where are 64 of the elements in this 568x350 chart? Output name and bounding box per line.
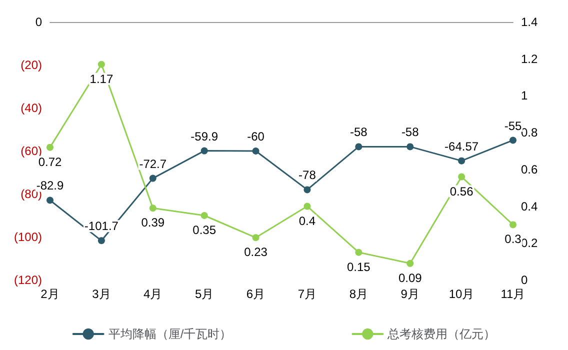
x-tick-label: 6月 [246,287,266,301]
data-label: -60 [247,130,265,144]
x-tick-label: 2月 [40,287,60,301]
data-label: -78 [298,168,316,182]
point [98,60,105,68]
y-tick-label: 0 [35,15,42,29]
y2-tick-label: 0 [521,273,528,287]
data-label: 0.23 [244,245,268,260]
data-label: -101.7 [84,219,119,234]
y2-tick-label: 0.6 [521,162,538,176]
x-tick-label: 11月 [500,287,526,301]
y2-tick-label: 1.2 [521,52,538,66]
point [355,143,362,150]
point [304,186,311,194]
point [149,204,156,212]
point [510,136,516,144]
data-label: 0.56 [450,184,474,198]
data-label: -55 [504,118,522,133]
point [458,173,466,180]
y2-tick-label: 0.8 [521,126,538,140]
y-tick-label: (40) [20,101,42,115]
point [458,157,466,164]
point [252,148,260,154]
y-tick-label: (100) [14,230,42,244]
point [510,221,516,228]
data-label: -59.9 [190,129,218,144]
x-tick-label: 8月 [349,287,368,301]
y2-tick-label: 1.4 [521,15,538,29]
data-label: 0.39 [141,216,165,230]
point [98,237,105,244]
data-label: 0.72 [38,154,62,169]
point [355,248,362,256]
legend-label: 平均降幅（厘/千瓦时） [108,327,232,341]
data-label: 0.35 [192,223,216,237]
data-label: 0.15 [346,260,371,274]
data-label: 0.4 [298,214,316,228]
legend-label: 总考核费用（亿元） [386,327,496,341]
point [406,260,414,267]
data-label: 0.3 [504,232,522,246]
point [46,196,54,204]
point [200,147,208,154]
data-label: -72.7 [139,156,167,171]
x-tick-label: 9月 [400,287,420,301]
point [149,174,156,182]
y2-tick-label: 0.4 [521,199,538,214]
data-label: -58 [350,125,368,140]
x-tick-label: 10月 [448,287,474,301]
x-tick-label: 3月 [92,287,111,301]
x-tick-label: 4月 [144,287,162,301]
data-label: -58 [401,125,420,140]
data-label: -82.9 [36,178,64,193]
point [304,202,311,210]
point [406,143,414,150]
point [46,144,54,151]
x-tick-label: 5月 [194,287,214,301]
x-tick-label: 7月 [298,287,317,301]
y-tick-label: (120) [14,273,42,287]
y2-tick-label: 1 [521,88,528,103]
data-label: 0.09 [398,270,422,285]
point [200,212,208,219]
data-label: 1.17 [90,72,114,86]
y-tick-label: (20) [20,58,42,72]
data-label: -64.57 [444,139,479,154]
point [252,234,260,242]
